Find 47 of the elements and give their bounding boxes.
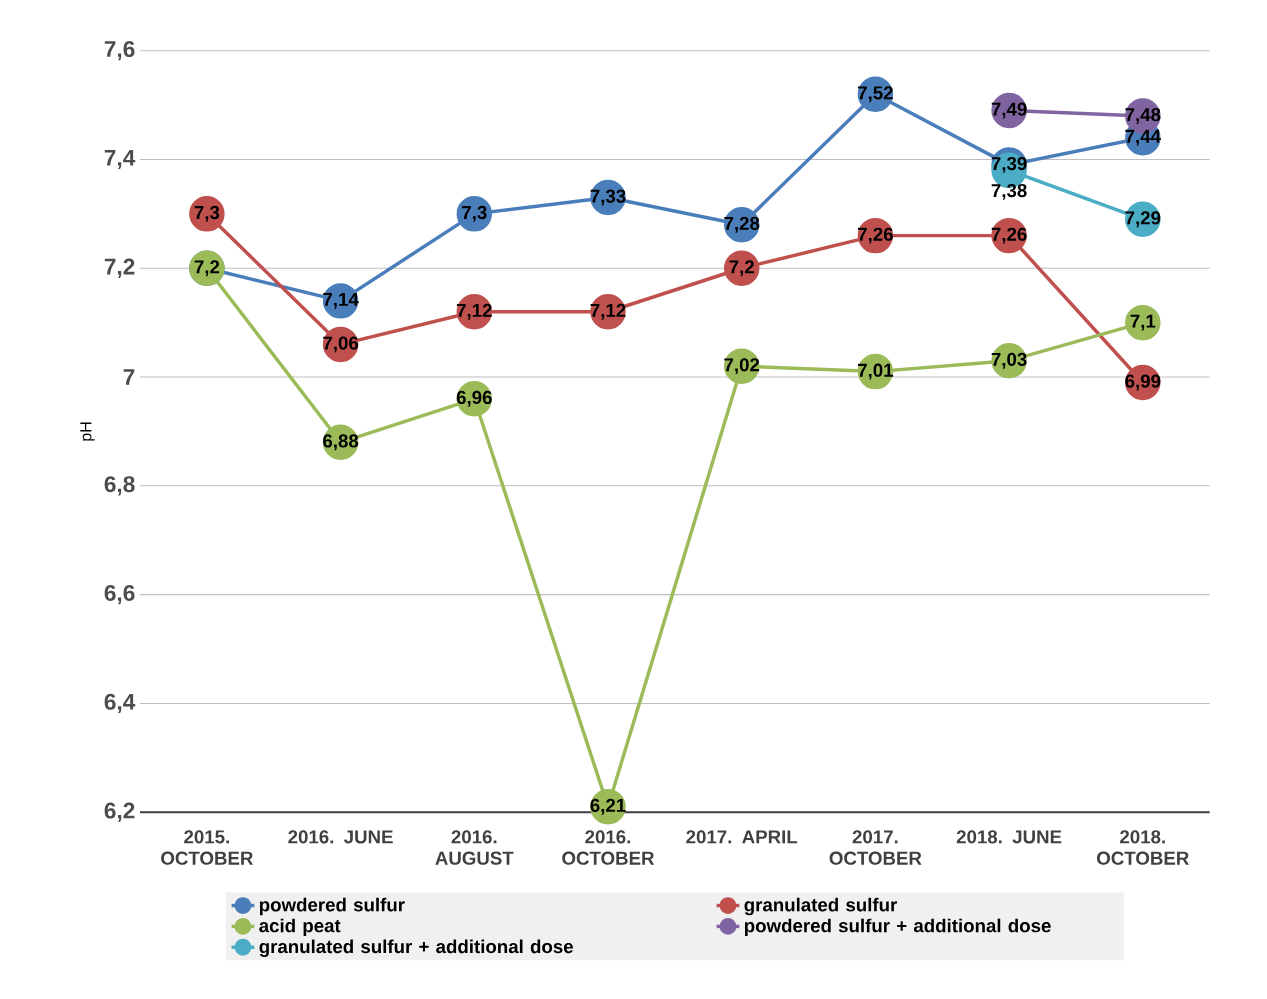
y-tick-label: 7,4: [104, 149, 136, 170]
data-label: 7,2: [194, 260, 220, 277]
x-tick-label: 2017. OCTOBER: [829, 830, 922, 865]
data-label: 7,12: [456, 303, 492, 320]
legend-label: acid peat: [259, 918, 341, 937]
data-label: 7,26: [858, 227, 893, 244]
x-tick-label: 2017. APRIL: [686, 830, 798, 844]
y-tick-label: 6,8: [104, 476, 135, 496]
data-label: 7,39: [991, 156, 1027, 173]
data-label: 7,49: [991, 102, 1027, 119]
data-label: 7,3: [462, 205, 487, 222]
legend-label: granulated sulfur: [744, 897, 898, 916]
y-tick-label: 7: [123, 369, 135, 385]
data-label: 7,48: [1125, 107, 1161, 124]
x-tick-label: 2016. OCTOBER: [562, 830, 655, 865]
x-tick-label: 2016. AUGUST: [435, 830, 514, 865]
x-tick-label: 2016. JUNE: [288, 830, 393, 844]
data-label: 7,3: [194, 205, 220, 222]
data-label: 7,2: [729, 260, 754, 277]
data-label: 6,99: [1125, 374, 1161, 391]
y-tick-label: 7,6: [104, 41, 135, 61]
y-tick-label: 6,4: [104, 693, 136, 714]
data-label: 7,12: [590, 303, 626, 320]
data-label: 7,29: [1125, 211, 1161, 228]
data-label: 7,01: [858, 363, 894, 380]
y-tick-label: 6,6: [104, 584, 135, 605]
data-label: 7,03: [991, 352, 1027, 369]
y-tick-label: 6,2: [104, 802, 135, 822]
x-tick-label: 2018. JUNE: [956, 830, 1062, 844]
y-tick-label: 7,2: [104, 258, 135, 278]
data-label: 7,33: [590, 189, 626, 206]
data-label: 7,02: [724, 358, 760, 375]
data-label: 7,52: [858, 86, 893, 103]
legend-label: granulated sulfur + additional dose: [259, 939, 573, 958]
legend-label: powdered sulfur: [259, 897, 405, 916]
legend-label: powdered sulfur + additional dose: [744, 918, 1051, 937]
y-axis-title: pH: [80, 422, 95, 441]
data-label: 7,06: [323, 336, 359, 353]
data-label: 6,88: [323, 434, 359, 451]
data-label: 7,44: [1125, 129, 1161, 146]
data-label: 6,21: [590, 798, 626, 815]
data-label: 7,26: [991, 227, 1027, 244]
data-label: 7,1: [1130, 314, 1156, 331]
data-label: 6,96: [456, 390, 492, 407]
data-label: 7,38: [991, 183, 1027, 200]
x-tick-label: 2015. OCTOBER: [161, 830, 254, 865]
x-tick-label: 2018. OCTOBER: [1097, 830, 1189, 865]
